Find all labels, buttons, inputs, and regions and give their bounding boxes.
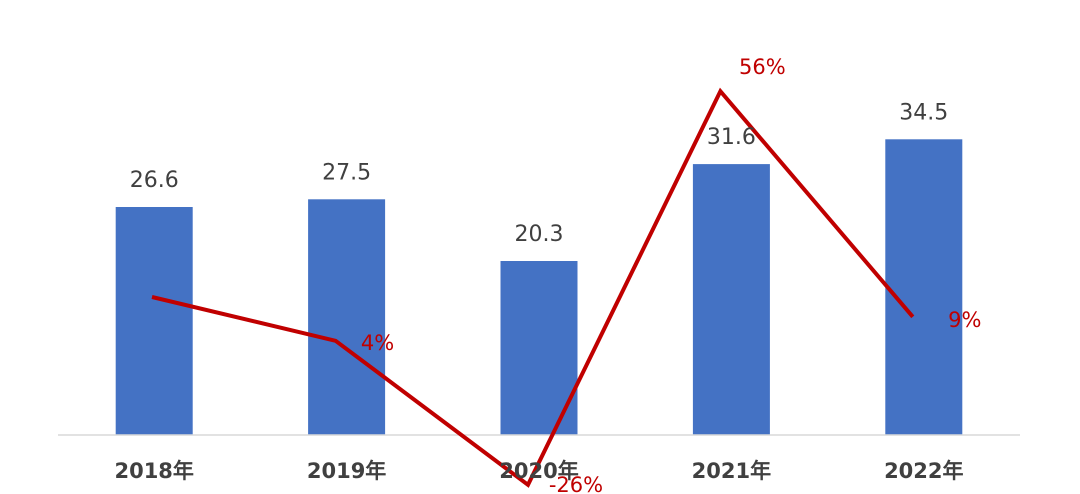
growth-label-1: 4% — [361, 331, 394, 355]
x-tick-label-2: 2020年 — [499, 459, 578, 483]
x-tick-label-3: 2021年 — [692, 459, 771, 483]
bar-3 — [692, 164, 770, 435]
growth-data-labels: 4% -26% 56% 9% — [361, 55, 982, 494]
x-axis-tick-labels: 2018年 2019年 2020年 2021年 2022年 — [114, 459, 963, 483]
bar-value-label-0: 26.6 — [130, 168, 179, 193]
bar-value-label-1: 27.5 — [322, 160, 371, 185]
bar-value-label-4: 34.5 — [899, 100, 948, 125]
bar-0 — [115, 207, 193, 435]
bar-series — [115, 139, 963, 436]
bar-1 — [308, 199, 386, 435]
growth-rate-line — [151, 87, 915, 488]
growth-label-4: 9% — [948, 308, 981, 332]
bar-value-label-3: 31.6 — [707, 125, 756, 150]
bar-4 — [885, 139, 963, 436]
x-tick-label-1: 2019年 — [307, 459, 386, 483]
growth-label-3: 56% — [739, 55, 786, 79]
x-tick-label-0: 2018年 — [114, 459, 193, 483]
x-tick-label-4: 2022年 — [884, 459, 963, 483]
bar-value-label-2: 20.3 — [515, 222, 564, 247]
bar-data-labels: 26.6 27.5 20.3 31.6 34.5 — [130, 100, 949, 247]
growth-label-2: -26% — [549, 473, 603, 494]
